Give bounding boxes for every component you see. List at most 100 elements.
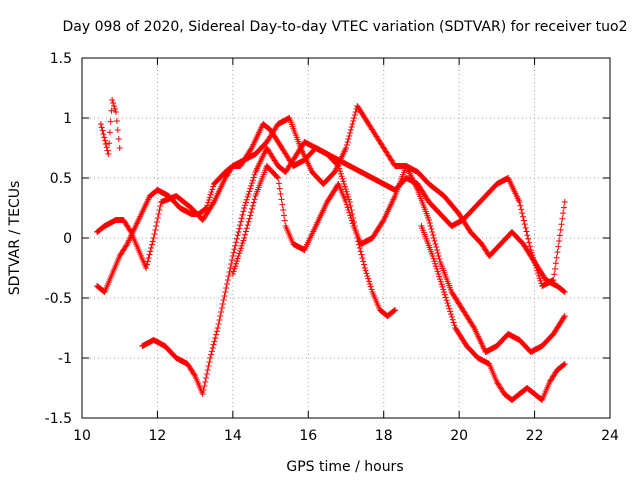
data-point bbox=[148, 245, 155, 251]
data-point bbox=[237, 222, 244, 229]
data-point bbox=[205, 363, 212, 369]
data-point bbox=[557, 226, 564, 233]
x-tick-label: 14 bbox=[224, 428, 242, 444]
data-point bbox=[150, 235, 157, 241]
data-point bbox=[152, 227, 159, 233]
data-point bbox=[146, 251, 153, 258]
data-point bbox=[560, 204, 567, 211]
data-point bbox=[431, 238, 438, 244]
data-point bbox=[206, 194, 213, 201]
data-point bbox=[116, 145, 123, 151]
data-point bbox=[553, 254, 560, 261]
data-point bbox=[249, 180, 256, 187]
data-point bbox=[533, 265, 540, 271]
data-point bbox=[341, 181, 348, 187]
y-tick-label: -0.5 bbox=[45, 291, 72, 307]
data-point bbox=[206, 359, 213, 365]
x-tick-label: 16 bbox=[299, 428, 317, 444]
data-point bbox=[107, 118, 114, 125]
data-point bbox=[560, 361, 567, 368]
data-point bbox=[238, 215, 245, 222]
data-point bbox=[155, 211, 162, 217]
y-tick-label: 0.5 bbox=[50, 171, 72, 187]
data-point bbox=[357, 248, 364, 255]
data-point bbox=[115, 136, 122, 142]
data-point bbox=[249, 177, 256, 184]
y-tick-label: 1 bbox=[63, 111, 72, 127]
x-tick-label: 18 bbox=[375, 428, 393, 444]
data-point bbox=[520, 217, 527, 224]
data-point bbox=[552, 260, 559, 267]
data-point bbox=[429, 253, 436, 259]
data-point bbox=[556, 232, 563, 239]
data-point bbox=[243, 225, 250, 232]
data-point bbox=[233, 260, 240, 267]
data-point bbox=[231, 265, 238, 272]
data-point bbox=[523, 228, 530, 235]
data-point bbox=[246, 215, 253, 222]
data-point bbox=[343, 199, 349, 205]
data-point bbox=[558, 221, 565, 228]
data-point bbox=[535, 270, 542, 277]
data-point bbox=[352, 109, 359, 115]
data-point bbox=[98, 124, 105, 131]
data-point bbox=[191, 371, 198, 378]
data-point bbox=[531, 257, 538, 264]
data-point bbox=[560, 288, 567, 295]
data-point bbox=[247, 146, 254, 153]
data-point bbox=[114, 127, 121, 133]
data-point bbox=[526, 243, 533, 250]
data-point bbox=[218, 305, 225, 311]
data-point bbox=[200, 387, 207, 393]
data-point bbox=[247, 212, 254, 219]
data-point bbox=[362, 267, 369, 274]
data-point bbox=[108, 107, 115, 114]
series-track-f bbox=[418, 223, 568, 403]
series-track-a bbox=[97, 97, 123, 157]
data-point bbox=[436, 256, 443, 262]
data-point bbox=[224, 277, 231, 283]
data-point bbox=[550, 277, 557, 283]
y-tick-labels: -1.5 -1 -0.5 0 0.5 1 1.5 bbox=[45, 51, 72, 427]
data-point bbox=[434, 250, 441, 256]
data-point bbox=[203, 375, 210, 381]
data-point bbox=[552, 265, 559, 272]
data-point bbox=[448, 311, 455, 318]
data-point bbox=[336, 165, 343, 172]
data-point bbox=[555, 243, 562, 250]
data-point bbox=[450, 319, 457, 326]
data-point bbox=[432, 241, 439, 247]
data-point bbox=[526, 239, 533, 246]
data-point bbox=[442, 294, 449, 301]
data-point bbox=[205, 197, 212, 203]
data-point bbox=[277, 191, 284, 197]
data-point bbox=[149, 238, 156, 245]
y-tick-label: 1.5 bbox=[50, 51, 72, 67]
data-point bbox=[102, 141, 109, 147]
data-point bbox=[451, 322, 458, 329]
data-point bbox=[204, 367, 211, 373]
data-point bbox=[239, 240, 246, 247]
data-point bbox=[561, 199, 568, 205]
data-point bbox=[448, 313, 455, 320]
data-point bbox=[560, 210, 567, 217]
x-tick-label: 12 bbox=[149, 428, 167, 444]
data-point bbox=[432, 260, 439, 267]
data-point bbox=[245, 218, 252, 225]
data-point bbox=[441, 289, 448, 295]
data-point bbox=[216, 317, 223, 323]
data-point bbox=[559, 215, 566, 222]
data-point bbox=[237, 247, 244, 254]
data-point bbox=[440, 286, 447, 293]
data-point bbox=[343, 145, 349, 151]
data-point bbox=[527, 247, 534, 253]
data-point bbox=[391, 307, 398, 314]
data-point bbox=[202, 379, 209, 385]
data-point bbox=[248, 209, 255, 216]
data-point bbox=[221, 293, 228, 299]
data-point bbox=[234, 232, 241, 239]
data-point bbox=[242, 231, 249, 238]
data-point bbox=[218, 309, 225, 315]
data-point bbox=[537, 277, 544, 284]
data-point bbox=[203, 371, 210, 377]
